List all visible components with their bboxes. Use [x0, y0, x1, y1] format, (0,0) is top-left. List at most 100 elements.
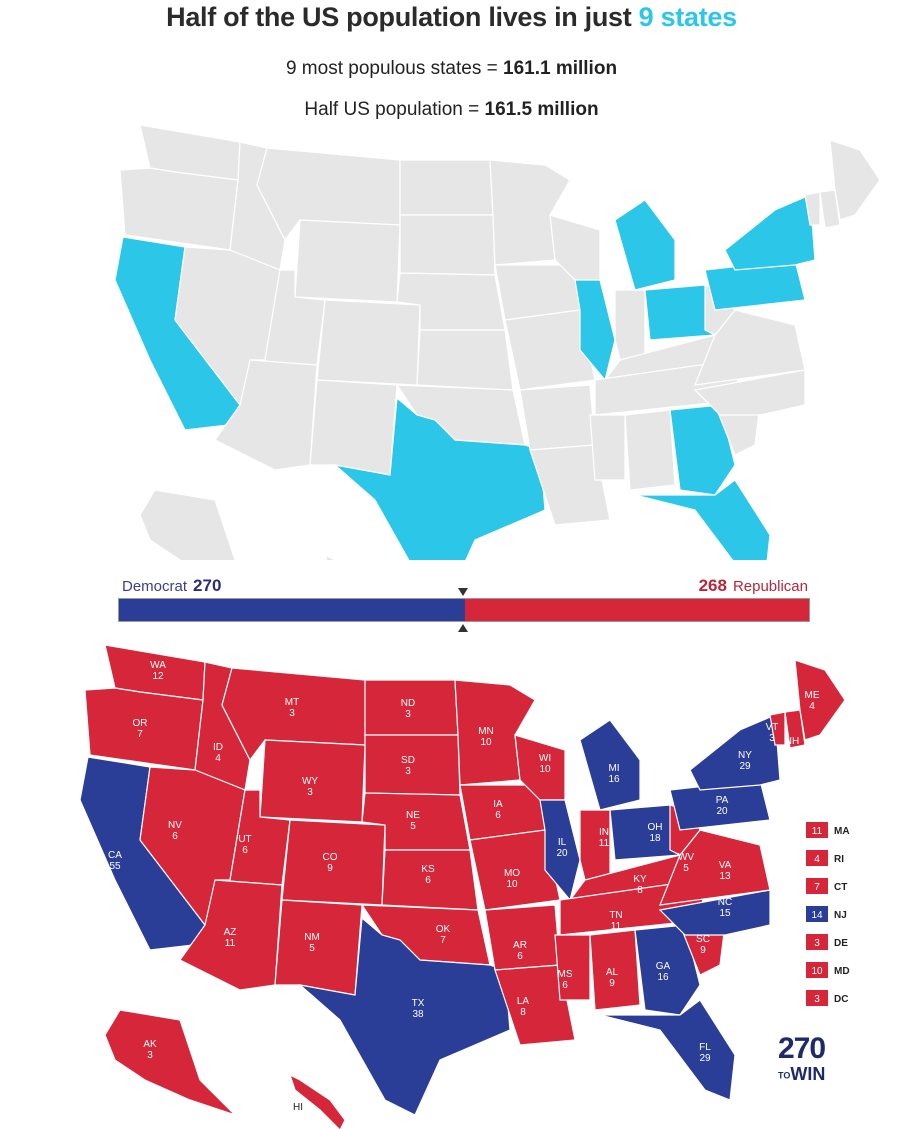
legend-abbr-ma: MA — [834, 826, 850, 837]
state-label-nd: ND 3 — [401, 698, 415, 720]
population-map — [114, 124, 881, 560]
legend-abbr-md: MD — [834, 966, 850, 977]
legend-ev-ri: 4 — [814, 854, 820, 865]
legend-box-ct — [806, 878, 828, 894]
electoral-state-la — [494, 964, 576, 1046]
legend-ev-md: 10 — [811, 966, 823, 977]
legend-box-de — [806, 934, 828, 950]
population-map-states — [114, 124, 881, 560]
state-label-mn: MN 10 — [478, 726, 494, 748]
state-label-wi: WI 10 — [539, 753, 551, 775]
midpoint-marker-bottom — [458, 624, 468, 632]
stat-line-1: 9 most populous states = 161.1 million — [0, 58, 903, 80]
state-label-va: VA 13 — [719, 860, 732, 882]
state-label-il: IL 20 — [556, 837, 568, 859]
state-label-nc: NC 15 — [718, 897, 732, 919]
state-label-nm: NM 5 — [304, 932, 320, 954]
state-label-co: CO 9 — [323, 852, 338, 874]
legend-ev-dc: 3 — [814, 994, 820, 1005]
title-text: Half of the US population lives in just — [166, 2, 639, 32]
electoral-state-nm — [274, 899, 363, 996]
rep-party-name: Republican — [732, 578, 808, 595]
logo-text: TOWIN — [778, 1064, 848, 1085]
population-state-az — [214, 359, 318, 471]
state-label-al: AL 9 — [606, 967, 619, 989]
state-label-fl: FL 29 — [699, 1042, 711, 1064]
population-state-hi — [323, 553, 337, 560]
logo-small-text: TO — [778, 1070, 791, 1081]
state-label-ar: AR 6 — [513, 940, 527, 962]
state-label-oh: OH 18 — [648, 822, 663, 844]
legend-abbr-nj: NJ — [834, 910, 847, 921]
electoral-state-ut — [214, 789, 291, 886]
electoral-state-mi — [579, 719, 641, 811]
electoral-state-me — [794, 659, 846, 741]
state-label-tx: TX 38 — [412, 998, 425, 1020]
270-to-win-logo: 270 TOWIN — [778, 1034, 848, 1104]
legend-box-nj — [806, 906, 828, 922]
electoral-state-nc — [658, 889, 771, 936]
state-label-wa: WA 12 — [150, 660, 166, 682]
state-label-ks: KS 6 — [421, 864, 435, 886]
stat-line-2: Half US population = 161.5 million — [0, 99, 903, 121]
logo-number: 270 — [778, 1032, 826, 1065]
population-state-nc — [693, 369, 806, 416]
electoral-state-or — [84, 687, 204, 771]
dem-bar-fill — [119, 599, 466, 621]
dem-party-name: Democrat — [122, 578, 188, 595]
legend-abbr-ct: CT — [834, 882, 847, 893]
rep-votes: 268 — [698, 576, 727, 595]
population-state-nh — [819, 189, 841, 229]
legend-ev-de: 3 — [814, 938, 820, 949]
tally-track — [118, 598, 810, 622]
population-state-me — [829, 139, 881, 221]
stat-value: 161.1 million — [503, 58, 618, 79]
state-label-ms: MS 6 — [558, 969, 573, 991]
legend-abbr-de: DE — [834, 938, 848, 949]
state-label-mt: MT 3 — [285, 697, 299, 719]
state-label-sc: SC 9 — [696, 934, 710, 956]
state-label-az: AZ 11 — [224, 927, 237, 949]
electoral-tally-bar: Democrat 270 268 Republican — [118, 576, 810, 636]
state-label-nh: NH 4 — [785, 736, 799, 758]
state-label-ut: UT 6 — [238, 834, 251, 856]
electoral-map-states — [79, 644, 846, 1129]
rep-label: 268 Republican — [699, 576, 808, 596]
population-state-mi — [614, 199, 676, 291]
population-state-ut — [249, 269, 326, 366]
stat-value: 161.5 million — [484, 99, 599, 120]
population-state-al — [624, 409, 676, 491]
state-label-pa: PA 20 — [716, 795, 729, 817]
electoral-map-labels: WA 12 OR 7 CA 55 ID 4 NV 6 MT 3 WY 3 UT 6 AZ 11 CO 9 NM 5 ND 3 S… — [108, 660, 820, 1113]
logo-win-text: WIN — [790, 1064, 826, 1084]
dem-votes: 270 — [193, 576, 222, 595]
state-label-ak: AK 3 — [143, 1039, 157, 1061]
state-label-ky: KY 8 — [633, 874, 647, 896]
electoral-state-ms — [554, 934, 591, 1001]
state-label-mi: MI 16 — [608, 763, 620, 785]
title-highlight: 9 states — [638, 2, 737, 32]
electoral-state-hi — [288, 1073, 346, 1129]
legend-box-ma — [806, 822, 828, 838]
state-label-hi: HI — [293, 1102, 303, 1113]
legend-ev-ma: 11 — [812, 826, 823, 837]
electoral-state-fl — [599, 999, 736, 1101]
state-label-nv: NV 6 — [168, 820, 182, 842]
dem-label: Democrat 270 — [122, 576, 221, 596]
electoral-state-ak — [104, 1009, 236, 1116]
state-label-id: ID 4 — [213, 742, 223, 764]
state-label-la: LA 8 — [517, 996, 530, 1018]
legend-box-ri — [806, 850, 828, 866]
state-label-ga: GA 16 — [656, 961, 671, 983]
state-label-mo: MO 10 — [504, 868, 520, 890]
state-label-ia: IA 6 — [493, 799, 503, 821]
electoral-state-nh — [784, 709, 806, 749]
state-label-ok: OK 7 — [436, 924, 451, 946]
state-label-me: ME 4 — [805, 690, 820, 712]
electoral-state-al — [589, 929, 641, 1011]
state-label-vt: VT 3 — [766, 722, 779, 744]
legend-abbr-ri: RI — [834, 854, 844, 865]
stat-label: Half US population = — [304, 99, 485, 120]
page-title: Half of the US population lives in just … — [0, 2, 903, 33]
stat-label: 9 most populous states = — [285, 58, 503, 79]
